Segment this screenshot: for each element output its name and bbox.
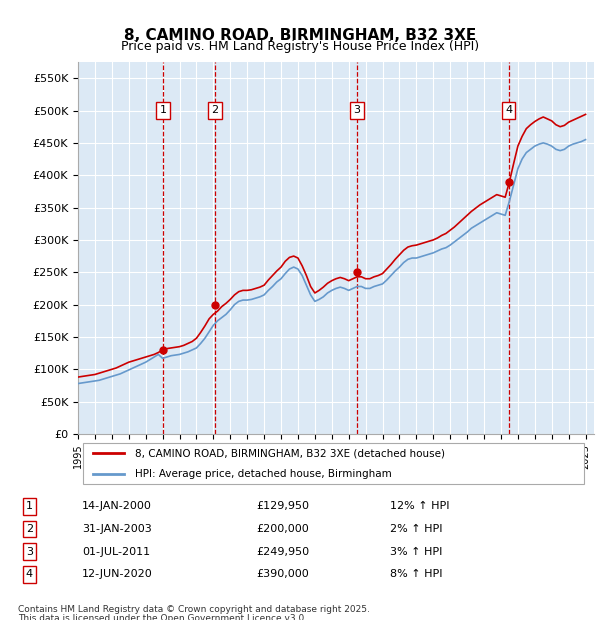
Text: This data is licensed under the Open Government Licence v3.0.: This data is licensed under the Open Gov… — [18, 614, 307, 620]
Text: 2: 2 — [211, 105, 218, 115]
Text: 14-JAN-2000: 14-JAN-2000 — [82, 502, 152, 512]
Text: HPI: Average price, detached house, Birmingham: HPI: Average price, detached house, Birm… — [135, 469, 392, 479]
Text: £129,950: £129,950 — [256, 502, 310, 512]
Text: 3: 3 — [26, 547, 33, 557]
FancyBboxPatch shape — [83, 443, 584, 484]
Text: 1: 1 — [160, 105, 167, 115]
Text: 3: 3 — [353, 105, 361, 115]
Text: 8, CAMINO ROAD, BIRMINGHAM, B32 3XE (detached house): 8, CAMINO ROAD, BIRMINGHAM, B32 3XE (det… — [135, 448, 445, 458]
Text: 31-JAN-2003: 31-JAN-2003 — [82, 524, 152, 534]
Text: £249,950: £249,950 — [256, 547, 310, 557]
Text: Price paid vs. HM Land Registry's House Price Index (HPI): Price paid vs. HM Land Registry's House … — [121, 40, 479, 53]
Text: 01-JUL-2011: 01-JUL-2011 — [82, 547, 150, 557]
Text: £390,000: £390,000 — [256, 570, 309, 580]
Text: 8% ↑ HPI: 8% ↑ HPI — [391, 570, 443, 580]
Text: 1: 1 — [26, 502, 33, 512]
Text: 4: 4 — [26, 570, 33, 580]
Text: 3% ↑ HPI: 3% ↑ HPI — [391, 547, 443, 557]
Text: 2: 2 — [26, 524, 33, 534]
Text: 4: 4 — [505, 105, 512, 115]
Text: 12% ↑ HPI: 12% ↑ HPI — [391, 502, 450, 512]
Text: 8, CAMINO ROAD, BIRMINGHAM, B32 3XE: 8, CAMINO ROAD, BIRMINGHAM, B32 3XE — [124, 28, 476, 43]
Text: Contains HM Land Registry data © Crown copyright and database right 2025.: Contains HM Land Registry data © Crown c… — [18, 604, 370, 614]
Text: 2% ↑ HPI: 2% ↑ HPI — [391, 524, 443, 534]
Text: £200,000: £200,000 — [256, 524, 309, 534]
Text: 12-JUN-2020: 12-JUN-2020 — [82, 570, 152, 580]
